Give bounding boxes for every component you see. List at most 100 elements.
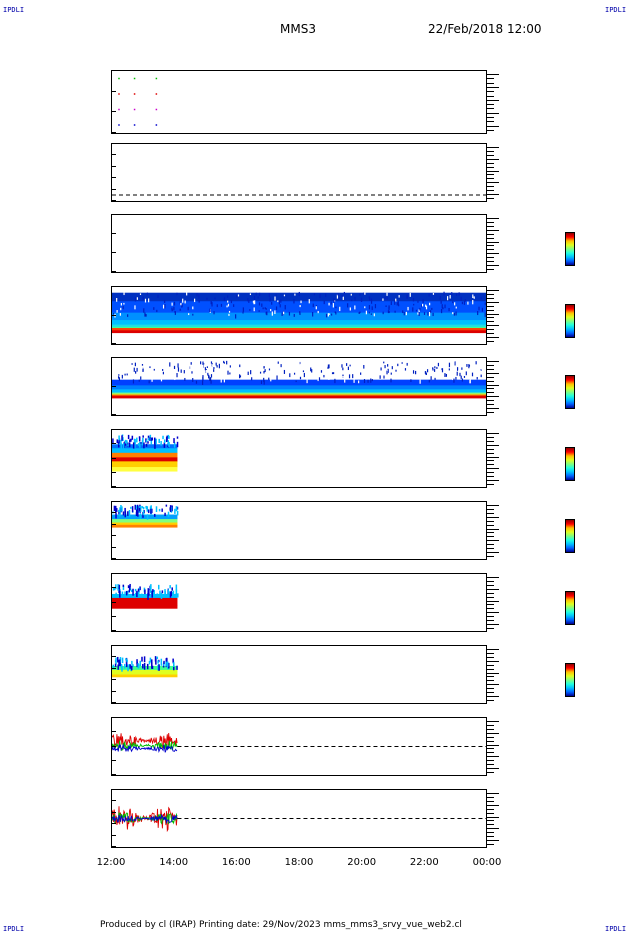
- right-tick-mark: [487, 408, 499, 410]
- spectrogram-pixel: [345, 376, 348, 379]
- right-tick-mark: [487, 82, 494, 84]
- y-tick-mark: [111, 214, 116, 215]
- spectrogram-pixel: [332, 372, 335, 375]
- right-tick-mark: [487, 688, 494, 690]
- spectrogram-pixel: [387, 364, 389, 367]
- spectrogram-pixel: [203, 364, 205, 368]
- right-tick-mark: [487, 158, 499, 160]
- spectrogram-pixel: [346, 363, 348, 366]
- spectrogram-pixel: [384, 296, 386, 300]
- spectrogram-pixel: [170, 590, 173, 596]
- spectrogram-pixel: [142, 435, 144, 438]
- spectrogram-pixel: [461, 378, 464, 382]
- spectrogram-pixel: [474, 377, 476, 380]
- right-tick-mark: [487, 724, 494, 726]
- right-tick-mark: [487, 448, 494, 450]
- spectrogram-pixel: [406, 362, 408, 366]
- spectrogram-pixel: [162, 435, 164, 440]
- spectrogram-pixel: [264, 307, 266, 310]
- spectrogram-pixel: [251, 377, 253, 381]
- spectrogram-pixel: [315, 304, 318, 307]
- y-tick-mark: [111, 233, 116, 234]
- spectrogram-pixel: [155, 438, 157, 446]
- spectrogram-pixel: [213, 311, 215, 315]
- spectrogram-pixel: [149, 437, 151, 441]
- spectrogram-pixel: [129, 664, 131, 669]
- y-tick-mark: [111, 414, 116, 415]
- right-tick-mark: [487, 760, 494, 762]
- spectrogram-pixel: [233, 304, 235, 307]
- spectrogram-pixel: [157, 660, 159, 664]
- spectrogram-pixel: [122, 437, 124, 442]
- spectrogram-pixel: [114, 659, 117, 663]
- spectrogram-pixel: [281, 312, 283, 316]
- right-tick-mark: [487, 444, 499, 446]
- spectrogram-pixel: [165, 504, 168, 507]
- spectrogram-pixel: [122, 443, 125, 450]
- right-tick-mark: [487, 616, 494, 618]
- spectrogram-pixel: [432, 368, 434, 371]
- spectrogram-pixel: [429, 302, 431, 306]
- data-point: [133, 93, 136, 95]
- spectrogram-pixel: [459, 372, 461, 377]
- spectrogram-pixel: [317, 310, 319, 314]
- right-tick-mark: [487, 664, 494, 666]
- spectrogram-band: [112, 597, 178, 606]
- spectrogram-pixel: [242, 311, 244, 314]
- spectrogram-pixel: [226, 360, 228, 365]
- spectrogram-pixel: [305, 373, 307, 377]
- right-tick-mark: [487, 552, 499, 554]
- spectrogram-pixel: [139, 442, 141, 448]
- right-tick-mark: [487, 198, 494, 199]
- spectrogram-pixel: [177, 363, 179, 368]
- data-point: [118, 124, 120, 126]
- spectrogram-pixel: [126, 373, 128, 376]
- right-tick-mark: [487, 505, 499, 506]
- spectrogram-pixel: [112, 664, 115, 670]
- spectrogram-pixel: [344, 378, 346, 383]
- y-tick-mark: [111, 314, 116, 316]
- colorbar: [565, 232, 575, 266]
- spectrogram-pixel: [347, 366, 349, 371]
- spectrogram-pixel: [136, 504, 139, 511]
- spectrogram-band: [112, 394, 486, 397]
- y-tick-mark: [111, 759, 116, 761]
- spectrogram-pixel: [202, 361, 204, 365]
- spectrogram-pixel: [425, 372, 427, 376]
- spectrogram-pixel: [157, 294, 159, 298]
- spectrogram-pixel: [456, 293, 458, 296]
- right-tick-mark: [487, 372, 499, 374]
- spectrogram-band: [112, 448, 178, 454]
- spectrogram-pixel: [428, 379, 430, 383]
- right-tick-mark: [487, 412, 494, 413]
- spectrogram-pixel: [176, 292, 178, 296]
- right-tick-mark: [487, 364, 494, 366]
- spectrogram-pixel: [239, 375, 242, 378]
- spectrogram-pixel: [391, 366, 393, 370]
- spectrogram-pixel: [480, 374, 482, 378]
- spectrogram-pixel: [173, 301, 176, 306]
- spectrogram-pixel: [128, 589, 131, 593]
- plot-marks-5: [112, 360, 486, 399]
- spectrogram-pixel: [118, 659, 121, 666]
- spectrogram-pixel: [144, 371, 146, 377]
- spectrogram-pixel: [234, 369, 237, 373]
- y-tick-mark: [111, 443, 116, 445]
- spectrogram-pixel: [397, 363, 399, 367]
- spectrogram-pixel: [311, 369, 313, 373]
- spectrogram-pixel: [302, 361, 304, 365]
- spectrogram-pixel: [384, 365, 386, 369]
- colorbar: [565, 663, 575, 697]
- spectrogram-band: [112, 524, 178, 528]
- spectrogram-pixel: [441, 304, 443, 309]
- spectrogram-pixel: [116, 439, 119, 444]
- spectrogram-pixel: [168, 435, 170, 439]
- spectrogram-pixel: [419, 307, 421, 311]
- spectrogram-pixel: [443, 291, 445, 296]
- spectrogram-pixel: [387, 368, 389, 373]
- right-tick-mark: [487, 528, 499, 530]
- spectrogram-band: [112, 392, 486, 394]
- spectrogram-pixel: [414, 367, 417, 371]
- spectrogram-pixel: [127, 444, 129, 447]
- right-tick-mark: [487, 736, 494, 738]
